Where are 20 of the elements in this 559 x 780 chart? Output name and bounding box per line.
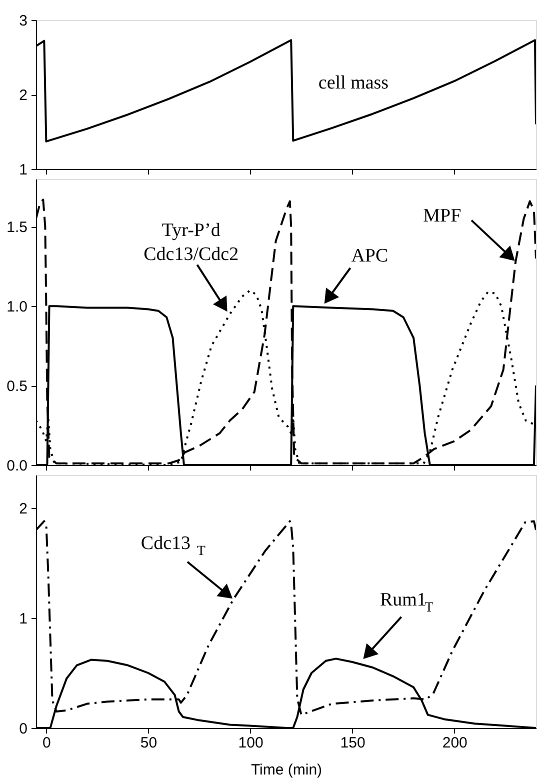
- x-tick-label: 200: [442, 734, 468, 752]
- annotation: Tyr-P’d Cdc13/Cdc2: [144, 220, 239, 265]
- y-tick-label: 2: [19, 500, 28, 518]
- x-tick-label: 0: [42, 734, 51, 752]
- annotation: cell mass: [318, 72, 389, 94]
- y-tick-label: 3: [19, 12, 28, 30]
- y-tick-label: 0.5: [6, 378, 28, 396]
- x-tick-label: 50: [140, 734, 158, 752]
- y-tick-label: 0.0: [6, 458, 28, 474]
- annotation: APC: [351, 245, 388, 266]
- x-tick-label: 100: [238, 734, 264, 752]
- y-tick-label: 1.5: [6, 219, 28, 236]
- y-tick-label: 1: [19, 610, 28, 628]
- x-tick-label: 150: [340, 734, 366, 752]
- y-tick-label: 2: [19, 87, 28, 104]
- annotation: MPF: [423, 206, 462, 227]
- y-tick-label: 0: [19, 720, 28, 738]
- y-tick-label: 1: [19, 162, 28, 178]
- x-axis-title: Time (min): [250, 762, 322, 778]
- y-tick-label: 1.0: [6, 298, 28, 316]
